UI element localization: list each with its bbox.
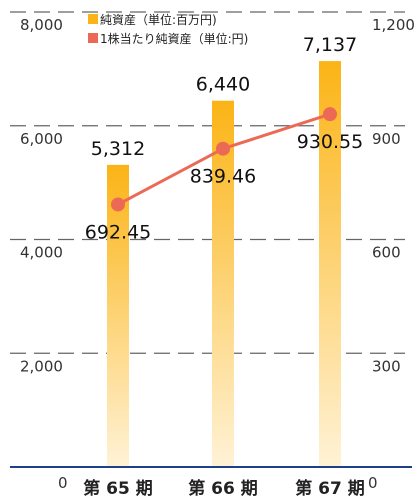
bars: [107, 61, 341, 467]
line-series: [111, 107, 337, 212]
y-left-tick-4: 8,000: [20, 16, 63, 34]
legend-swatch-line: [88, 33, 98, 43]
line-point-1: [216, 141, 230, 156]
axis-tick-labels: 0 2,000 4,000 6,000 8,000 0 300 600 900 1,200 第 65…: [20, 16, 415, 499]
gridlines: [10, 11, 405, 354]
line-point-0: [111, 197, 125, 212]
data-labels: 5,312 6,440 7,137 692.45 839.46 930.55: [85, 34, 363, 243]
y-left-tick-2: 4,000: [20, 244, 63, 262]
x-tick-2: 第 67 期: [295, 478, 365, 499]
x-tick-0: 第 65 期: [83, 478, 153, 499]
y-left-tick-0: 0: [58, 474, 68, 492]
y-right-tick-4: 1,200: [372, 16, 415, 34]
y-right-tick-0: 0: [368, 474, 378, 492]
bar-value-label-1: 6,440: [196, 74, 250, 96]
line-value-label-0: 692.45: [85, 221, 151, 243]
line-value-label-2: 930.55: [297, 131, 363, 153]
legend-swatch-bar: [88, 14, 98, 24]
y-right-tick-3: 900: [372, 130, 401, 148]
line-value-label-1: 839.46: [190, 166, 256, 188]
y-left-tick-3: 6,000: [20, 130, 63, 148]
bar-value-label-2: 7,137: [303, 34, 357, 56]
line-point-2: [323, 107, 337, 122]
y-right-tick-1: 300: [372, 357, 401, 375]
y-right-tick-2: 600: [372, 244, 401, 262]
legend-label-bar: 純資産（単位:百万円): [100, 12, 217, 27]
legend: 純資産（単位:百万円) 1株当たり純資産（単位:円): [88, 12, 248, 46]
bar-value-label-0: 5,312: [91, 138, 145, 160]
bar-0: [107, 164, 129, 467]
bar-2: [319, 61, 341, 467]
legend-label-line: 1株当たり純資産（単位:円): [100, 31, 248, 46]
x-tick-1: 第 66 期: [188, 478, 258, 499]
y-left-tick-1: 2,000: [20, 357, 63, 375]
bar-1: [212, 100, 234, 467]
